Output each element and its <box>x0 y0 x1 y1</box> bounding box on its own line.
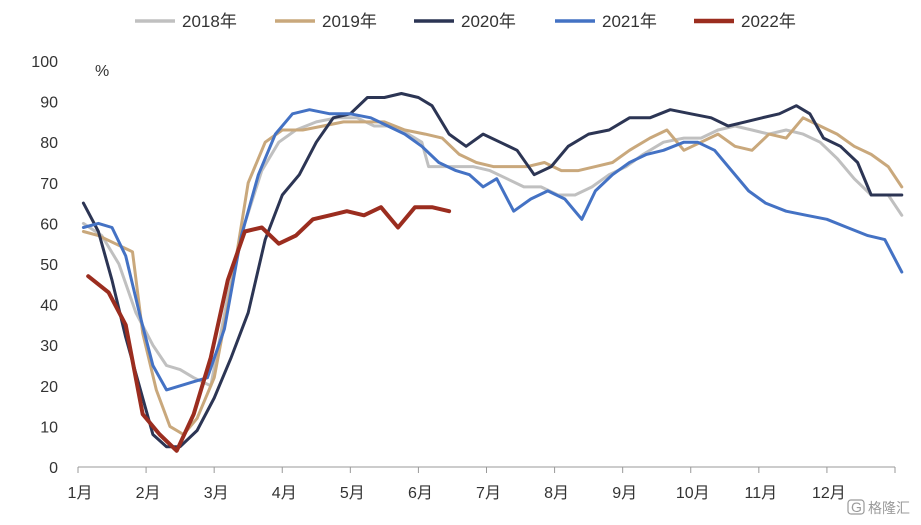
legend-label: 2018年 <box>182 12 237 31</box>
x-tick-label: 4月 <box>272 485 297 502</box>
legend-item: 2022年 <box>694 12 796 31</box>
series-line-2021年 <box>81 108 904 392</box>
legend-item: 2019年 <box>275 12 377 31</box>
y-tick-label: 70 <box>40 176 58 193</box>
x-tick-label: 10月 <box>676 485 710 502</box>
series-line-2019年 <box>81 116 904 436</box>
series-line-2020年 <box>81 92 904 449</box>
y-tick-label: 10 <box>40 419 58 436</box>
x-axis: 1月 2月 3月 4月 5月 6月 7月 8月 9月 10月 11月 12月 <box>68 466 896 502</box>
y-tick-label: 80 <box>40 135 58 152</box>
x-tick-label: 11月 <box>745 485 778 502</box>
watermark-logo-glyph: G <box>851 499 862 515</box>
x-tick-label: 9月 <box>612 485 637 502</box>
series-line-2018年 <box>81 116 904 388</box>
x-tick-label: 7月 <box>476 485 501 502</box>
legend-item: 2020年 <box>414 12 516 31</box>
y-tick-label: 100 <box>31 54 58 71</box>
gelonghui-logo-icon <box>847 499 865 515</box>
series-line-2022年 <box>86 205 452 453</box>
x-tick-label: 6月 <box>408 485 433 502</box>
watermark: G 格隆汇 <box>847 499 910 516</box>
x-tick-label: 1月 <box>68 485 93 502</box>
y-tick-label: 50 <box>40 257 58 274</box>
y-tick-label: 60 <box>40 216 58 233</box>
x-tick-label: 8月 <box>544 485 569 502</box>
x-tick-label: 3月 <box>204 485 229 502</box>
y-tick-label: 20 <box>40 379 58 396</box>
legend-label: 2022年 <box>741 12 796 31</box>
y-tick-label: 0 <box>49 460 58 477</box>
x-tick-label: 12月 <box>812 485 846 502</box>
chart-legend: 2018年 2019年 2020年 2021年 2022年 <box>135 12 796 31</box>
x-tick-label: 5月 <box>340 485 365 502</box>
legend-label: 2021年 <box>602 12 657 31</box>
series-layer <box>81 92 904 453</box>
x-tick-label: 2月 <box>136 485 161 502</box>
y-tick-label: 30 <box>40 338 58 355</box>
y-tick-label: 40 <box>40 298 58 315</box>
legend-item: 2021年 <box>555 12 657 31</box>
y-axis-unit-label: % <box>95 63 109 80</box>
legend-item: 2018年 <box>135 12 237 31</box>
y-tick-label: 90 <box>40 95 58 112</box>
watermark-text: 格隆汇 <box>868 500 910 516</box>
legend-label: 2020年 <box>461 12 516 31</box>
legend-label: 2019年 <box>322 12 377 31</box>
y-axis-ticks: 0 10 20 30 40 50 60 70 80 90 100 <box>31 54 58 477</box>
